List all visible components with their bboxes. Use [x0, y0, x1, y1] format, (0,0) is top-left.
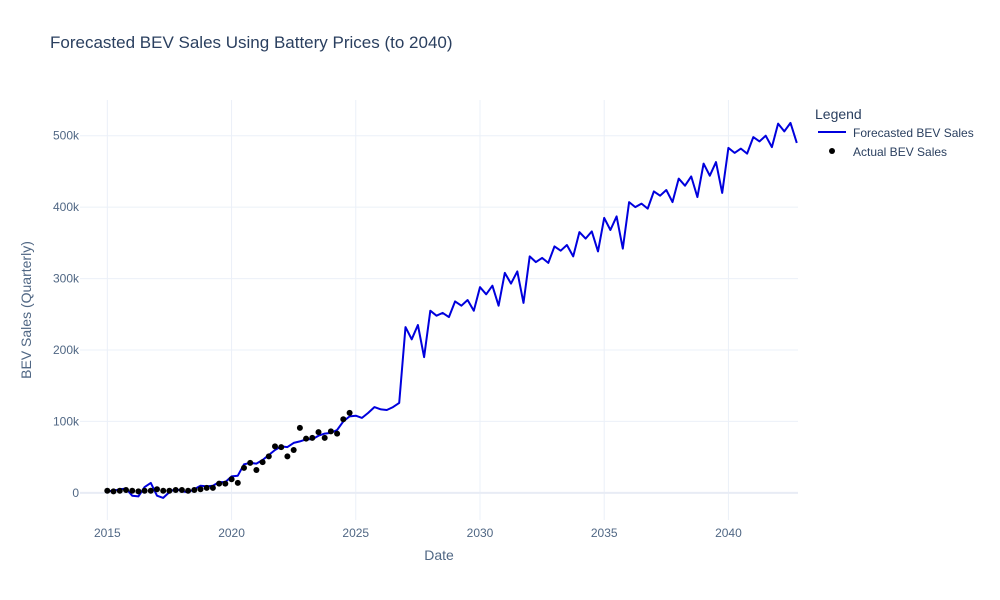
actual-data-point — [203, 484, 210, 491]
actual-data-point — [191, 487, 198, 493]
x-tick-label: 2040 — [715, 526, 742, 540]
actual-data-point — [290, 447, 297, 453]
actual-data-point — [228, 476, 235, 483]
legend-title: Legend — [815, 106, 862, 122]
actual-data-point — [209, 484, 216, 491]
actual-data-point — [154, 486, 160, 493]
y-axis-title: BEV Sales (Quarterly) — [18, 241, 34, 379]
actual-data-point — [104, 487, 111, 494]
legend: Legend Forecasted BEV Sales Actual BEV S… — [815, 106, 974, 159]
actual-data-point — [172, 487, 179, 493]
legend-item-actual[interactable]: Actual BEV Sales — [829, 145, 947, 159]
x-tick-label: 2025 — [342, 526, 369, 540]
x-tick-label: 2020 — [218, 526, 245, 540]
y-gridlines — [80, 135, 798, 422]
actual-data-point — [334, 430, 341, 437]
actual-data-point — [129, 487, 136, 494]
x-tick-label: 2035 — [591, 526, 618, 540]
actual-data-point — [234, 479, 241, 486]
actual-data-point — [116, 487, 123, 494]
actual-data-point — [327, 428, 334, 435]
actual-data-point — [315, 429, 322, 436]
actual-data-point — [123, 487, 129, 493]
actual-data-point — [340, 416, 347, 423]
chart-title: Forecasted BEV Sales Using Battery Price… — [50, 33, 453, 52]
plot-area — [104, 121, 798, 499]
actual-data-point — [178, 487, 185, 493]
legend-actual-label: Actual BEV Sales — [853, 145, 947, 159]
actual-data-point — [222, 480, 229, 487]
actual-data-point — [110, 488, 117, 495]
actual-data-point — [272, 443, 278, 450]
y-tick-label: 100k — [53, 414, 80, 428]
actual-data-point — [241, 464, 247, 471]
actual-data-point — [321, 434, 328, 441]
y-tick-label: 300k — [53, 272, 80, 286]
y-tick-label: 400k — [53, 200, 80, 214]
x-gridlines — [106, 100, 729, 520]
legend-forecast-label: Forecasted BEV Sales — [853, 126, 974, 140]
actual-data-point — [166, 487, 173, 494]
actual-data-point — [309, 434, 316, 441]
forecast-series-line — [107, 121, 798, 499]
x-axis-title: Date — [424, 547, 454, 563]
x-tick-labels: 2015 2020 2025 2030 2035 2040 — [94, 526, 742, 540]
actual-data-point — [141, 487, 148, 494]
actual-data-point — [197, 486, 204, 493]
actual-data-point — [346, 409, 353, 416]
legend-actual-swatch — [829, 148, 835, 154]
actual-data-point — [303, 435, 310, 442]
x-tick-label: 2030 — [467, 526, 494, 540]
actual-data-point — [278, 444, 285, 451]
actual-data-point — [247, 459, 254, 466]
actual-data-point — [259, 459, 266, 466]
y-tick-label: 200k — [53, 343, 80, 357]
y-tick-label: 500k — [53, 129, 80, 143]
actual-data-point — [216, 480, 223, 487]
y-tick-label: 0 — [72, 486, 79, 500]
x-tick-label: 2015 — [94, 526, 121, 540]
actual-data-point — [160, 487, 167, 494]
actual-data-point — [265, 453, 272, 460]
actual-data-point — [296, 424, 303, 431]
actual-data-point — [147, 487, 154, 494]
legend-item-forecast[interactable]: Forecasted BEV Sales — [818, 126, 974, 140]
actual-data-point — [185, 487, 192, 494]
actual-data-point — [253, 467, 260, 473]
actual-data-point — [135, 488, 142, 495]
actual-data-point — [284, 453, 291, 460]
y-tick-labels: 0 100k 200k 300k 400k 500k — [53, 129, 80, 500]
